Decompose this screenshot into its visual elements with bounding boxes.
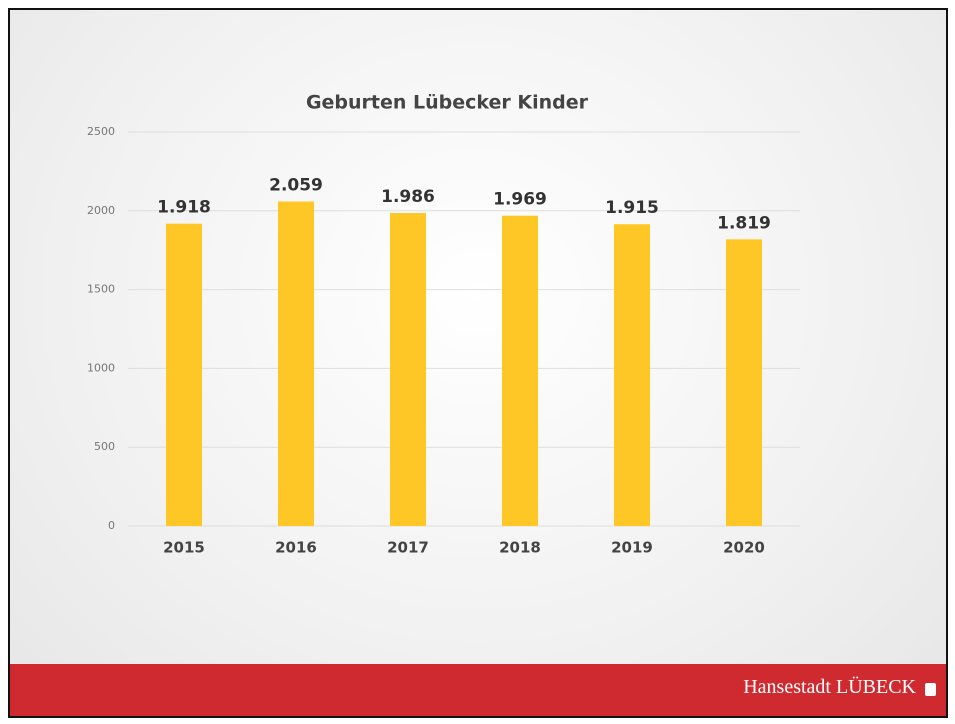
x-tick-label: 2020	[723, 539, 765, 557]
value-label: 1.986	[381, 187, 435, 207]
footer-icon	[925, 683, 936, 696]
y-tick-label: 2000	[87, 204, 115, 217]
bar	[726, 239, 762, 526]
value-label: 1.918	[157, 198, 211, 218]
x-tick-label: 2015	[163, 539, 205, 557]
footer-text: Hansestadt LÜBECK	[743, 676, 916, 699]
bar	[390, 213, 426, 526]
y-tick-label: 1500	[87, 283, 115, 296]
x-tick-label: 2017	[387, 539, 429, 557]
chart-title: Geburten Lübecker Kinder	[306, 92, 589, 114]
value-label: 1.819	[717, 213, 771, 233]
bar	[614, 224, 650, 526]
y-tick-label: 2500	[87, 125, 115, 138]
footer: Hansestadt LÜBECK	[10, 664, 946, 716]
y-tick-label: 1000	[87, 361, 115, 374]
x-tick-label: 2019	[611, 539, 653, 557]
bar	[166, 224, 202, 526]
y-tick-label: 500	[94, 440, 115, 453]
x-tick-label: 2018	[499, 539, 541, 557]
x-tick-label: 2016	[275, 539, 317, 557]
bar	[502, 216, 538, 526]
value-label: 1.915	[605, 198, 659, 218]
chart: Geburten Lübecker Kinder 0 500 1000 1500 200…	[0, 0, 955, 660]
bar	[278, 202, 314, 526]
y-tick-label: 0	[108, 519, 115, 532]
value-label: 2.059	[269, 176, 323, 196]
value-label: 1.969	[493, 190, 547, 210]
